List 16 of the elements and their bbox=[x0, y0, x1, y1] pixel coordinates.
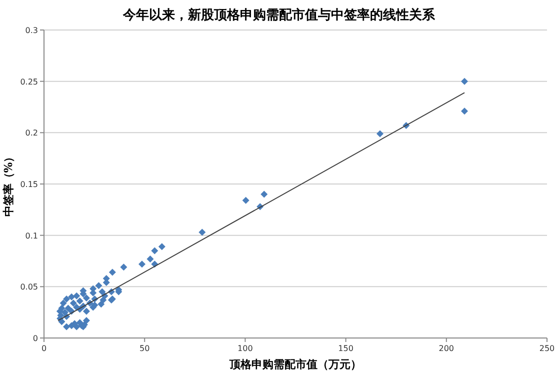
x-tick-label: 0 bbox=[41, 344, 47, 353]
y-tick-label: 0.3 bbox=[25, 26, 38, 35]
x-tick-label: 200 bbox=[438, 344, 454, 353]
x-tick-label: 100 bbox=[238, 344, 253, 353]
y-axis-title: 中签率（%） bbox=[2, 151, 15, 217]
y-tick-label: 0.2 bbox=[25, 128, 38, 138]
y-tick-label: 0.05 bbox=[20, 282, 38, 292]
x-axis-title: 顶格申购需配市值（万元） bbox=[228, 358, 362, 371]
x-tick-label: 50 bbox=[140, 344, 150, 353]
y-tick-label: 0.15 bbox=[20, 180, 38, 189]
y-tick-label: 0.1 bbox=[25, 231, 38, 240]
chart-title: 今年以来，新股顶格申购需配市值与中签率的线性关系 bbox=[122, 7, 436, 23]
x-tick-label: 250 bbox=[539, 344, 555, 353]
x-tick-label: 150 bbox=[338, 344, 354, 353]
y-tick-label: 0.25 bbox=[20, 77, 38, 86]
y-tick-label: 0 bbox=[32, 334, 38, 343]
